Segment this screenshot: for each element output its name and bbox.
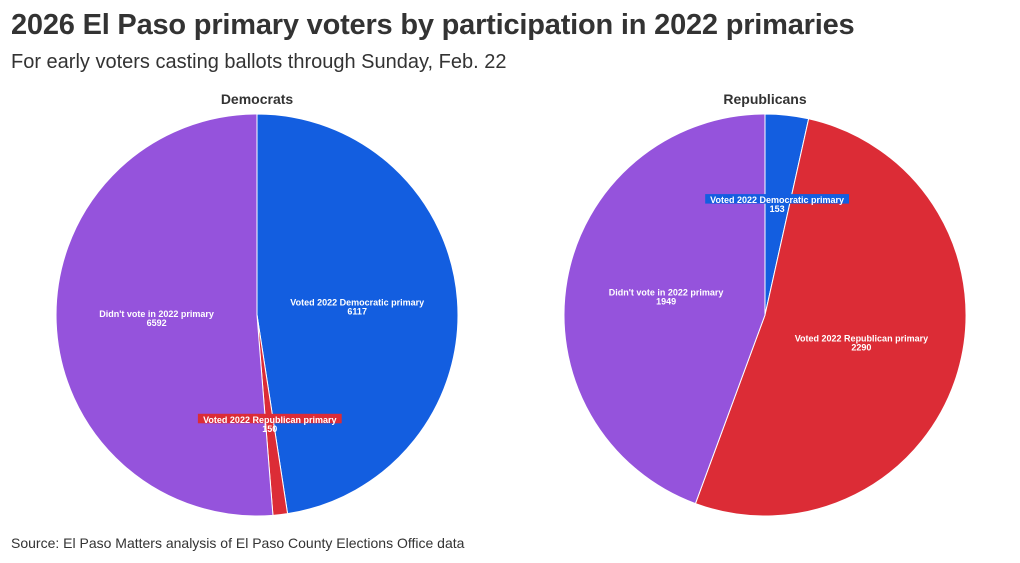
slice-label-value: 2290: [851, 342, 871, 352]
pie-slice-didn-t-vote-in-2022-primary[interactable]: [563, 113, 766, 505]
slice-label-value: 1949: [656, 296, 676, 306]
slice-label-value: 150: [262, 424, 277, 434]
chart-subtitle: For early voters casting ballots through…: [11, 51, 507, 73]
slice-label-name: Didn't vote in 2022 primary: [609, 287, 724, 297]
slice-label-highlight: [197, 413, 342, 424]
slice-label-value: 6592: [147, 318, 167, 328]
pie-title: Democrats: [221, 91, 294, 107]
slice-label-name: Voted 2022 Democratic primary: [290, 297, 424, 307]
pie-title: Republicans: [723, 91, 806, 107]
slice-label-name: Voted 2022 Republican primary: [203, 415, 336, 425]
slice-label-name: Voted 2022 Republican primary: [795, 333, 928, 343]
pie-democrats: Democrats Voted 2022 Democratic primary61…: [55, 91, 459, 517]
pie-slice-voted-2022-democratic-primary[interactable]: [256, 113, 459, 515]
pie-slice-voted-2022-republican-primary[interactable]: [694, 118, 967, 517]
slice-label-name: Didn't vote in 2022 primary: [99, 309, 214, 319]
slice-label-value: 153: [770, 204, 785, 214]
slice-label-highlight: [705, 194, 849, 204]
chart-title: 2026 El Paso primary voters by participa…: [11, 9, 855, 41]
slice-label-value: 6117: [347, 306, 367, 316]
source-note: Source: El Paso Matters analysis of El P…: [11, 535, 465, 551]
pie-republicans: Republicans Voted 2022 Democratic primary…: [563, 91, 967, 517]
slice-label-name: Voted 2022 Democratic primary: [710, 195, 844, 205]
